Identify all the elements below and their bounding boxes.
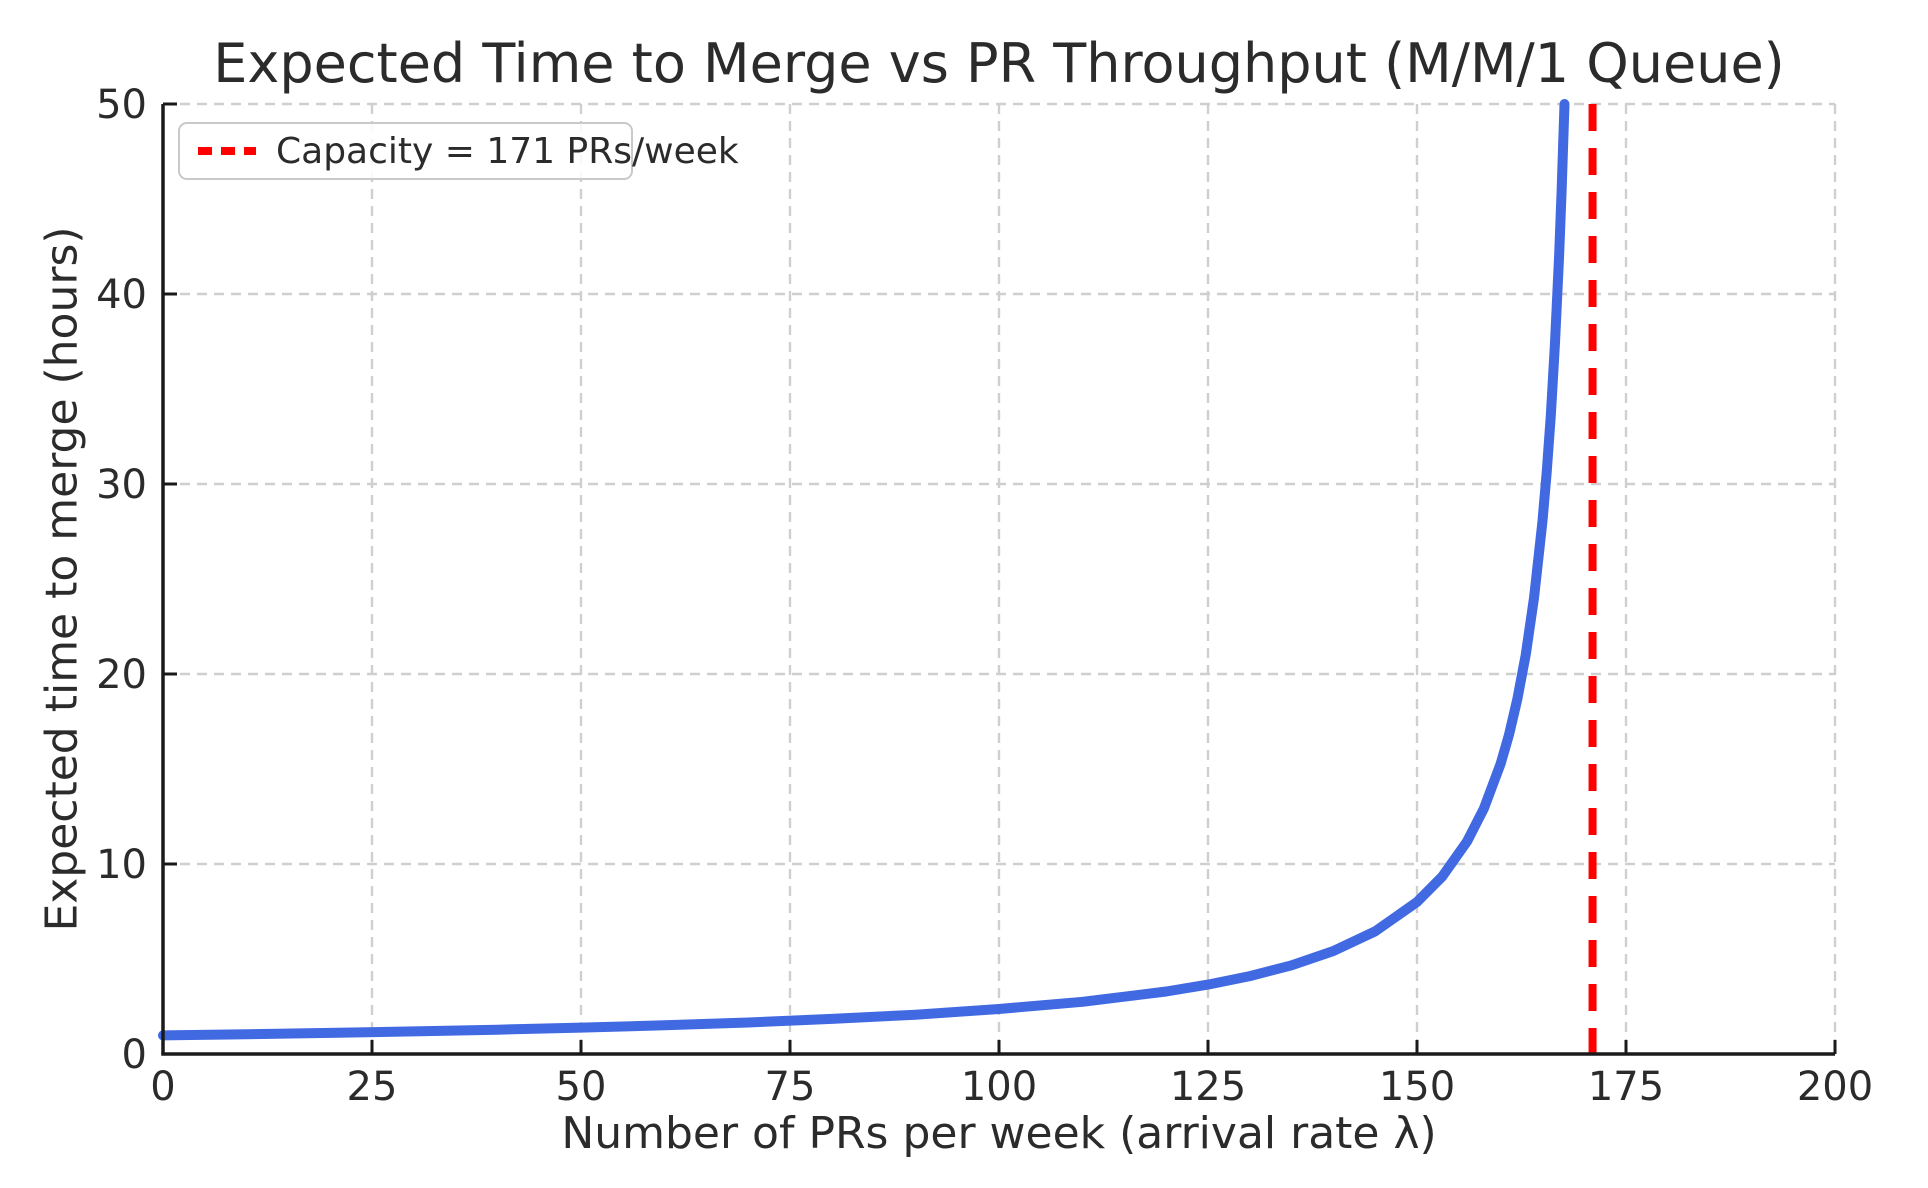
x-axis-label: Number of PRs per week (arrival rate λ) [561,1108,1437,1159]
x-tick-label: 200 [1797,1064,1873,1110]
x-tick-label: 100 [961,1064,1037,1110]
x-tick-label: 175 [1588,1064,1664,1110]
x-tick-label: 150 [1379,1064,1455,1110]
expected-time-curve [158,99,1570,1041]
x-tick-label: 0 [150,1064,175,1110]
x-tick-label: 50 [556,1064,607,1110]
x-tick-label: 75 [765,1064,816,1110]
legend-capacity-label: Capacity = 171 PRs/week [276,130,739,172]
chart-title: Expected Time to Merge vs PR Throughput … [213,32,1785,95]
x-tick-label: 125 [1170,1064,1246,1110]
legend: Capacity = 171 PRs/week [178,122,739,180]
x-tick-label: 25 [347,1064,398,1110]
y-tick-label: 40 [96,272,147,318]
y-tick-label: 20 [96,652,147,698]
y-tick-label: 30 [96,462,147,508]
y-axis-label: Expected time to merge (hours) [36,226,88,932]
y-tick-label: 0 [122,1032,147,1078]
capacity-dashed-line-icon [198,147,256,155]
y-tick-label: 50 [96,82,147,128]
y-tick-label: 10 [96,842,147,888]
